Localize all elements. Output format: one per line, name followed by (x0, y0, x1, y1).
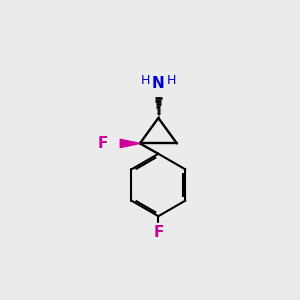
Text: N: N (152, 76, 165, 92)
Polygon shape (120, 139, 140, 148)
Text: F: F (153, 225, 164, 240)
Text: H: H (141, 74, 150, 87)
Text: H: H (167, 74, 176, 87)
Text: F: F (97, 136, 108, 151)
